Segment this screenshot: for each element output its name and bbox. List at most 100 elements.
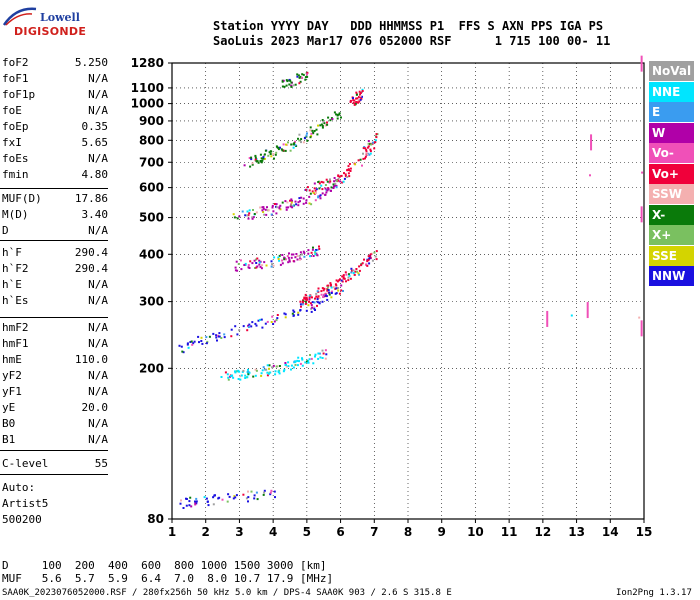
echo-point <box>318 301 321 304</box>
echo-point <box>275 212 278 215</box>
echo-point <box>347 165 350 168</box>
echo-point <box>328 291 331 294</box>
echo-point <box>321 300 324 303</box>
echo-point <box>322 289 325 292</box>
echo-point <box>330 296 333 299</box>
echo-point <box>298 139 301 142</box>
echo-point <box>301 357 303 360</box>
param-row: fmin 4.80 <box>2 168 108 182</box>
echo-point <box>276 317 279 320</box>
echo-point <box>220 376 223 378</box>
y-tick-label: 400 <box>139 247 164 261</box>
echo-point <box>278 372 281 375</box>
echo-point <box>276 314 279 316</box>
echo-point <box>341 275 344 278</box>
echo-point <box>277 370 280 373</box>
echo-point <box>313 182 316 185</box>
echo-point <box>267 372 270 375</box>
echo-point <box>291 199 293 202</box>
x-tick-label: 3 <box>235 525 243 539</box>
echo-point <box>340 116 342 119</box>
param-label: yF2 <box>2 369 22 382</box>
echo-point <box>279 263 282 266</box>
echo-point <box>198 341 200 344</box>
echo-point <box>371 259 374 262</box>
echo-point <box>359 98 362 101</box>
param-value: 110.0 <box>74 353 108 366</box>
echo-point <box>343 172 345 175</box>
echo-point <box>331 118 334 120</box>
echo-point <box>375 136 378 139</box>
echo-point <box>195 497 198 500</box>
echo-point <box>278 254 281 257</box>
echo-point <box>303 137 306 140</box>
parameter-panel: foF2 5.250 foF1 N/A foF1p N/A foE N/A foEp 0.35 fx… <box>0 0 110 540</box>
echo-point <box>299 303 302 306</box>
echo-point <box>292 204 295 207</box>
echo-point <box>347 169 350 172</box>
echo-point <box>308 296 311 299</box>
echo-point <box>312 132 314 135</box>
echo-point <box>326 298 329 301</box>
param-row: yF2 N/A <box>2 369 108 383</box>
echo-point <box>284 149 287 152</box>
echo-point <box>307 359 310 362</box>
echo-point <box>589 174 591 177</box>
param-divider <box>0 188 108 189</box>
echo-point <box>318 187 321 190</box>
echo-point <box>316 248 319 251</box>
echo-point <box>301 76 304 79</box>
echo-point <box>284 316 287 319</box>
echo-point <box>287 141 289 144</box>
echo-point <box>344 173 347 176</box>
echo-point <box>279 204 282 207</box>
echo-point <box>312 362 315 365</box>
echo-point <box>190 505 193 508</box>
echo-point <box>299 80 302 83</box>
x-tick-label: 11 <box>501 525 518 539</box>
echo-point <box>348 163 351 165</box>
echo-point <box>261 369 264 372</box>
echo-point <box>365 263 368 266</box>
param-value: 20.0 <box>81 401 109 414</box>
echo-point <box>289 79 292 82</box>
param-row: h`F 290.4 <box>2 246 108 260</box>
echo-point <box>301 358 304 361</box>
echo-point <box>207 504 210 507</box>
echo-point <box>324 349 327 352</box>
echo-point <box>362 152 364 155</box>
echo-point <box>287 261 290 264</box>
echo-point <box>274 373 277 376</box>
echo-point <box>244 374 247 377</box>
echo-point <box>367 255 370 258</box>
echo-point <box>369 253 372 256</box>
echo-point <box>221 498 224 501</box>
echo-point <box>242 325 245 328</box>
echo-point <box>246 376 249 379</box>
echo-point <box>367 142 370 145</box>
echo-point <box>301 300 304 303</box>
echo-point <box>352 272 355 274</box>
echo-point <box>273 320 276 323</box>
param-value: 17.86 <box>74 192 108 205</box>
echo-point <box>371 141 374 144</box>
echo-point <box>201 342 204 345</box>
y-tick-label: 800 <box>139 133 164 147</box>
echo-point <box>289 205 292 208</box>
logo-swoosh-icon <box>2 7 37 26</box>
echo-point <box>284 313 287 316</box>
echo-point <box>302 250 305 253</box>
echo-point <box>292 314 295 317</box>
param-label: foF1 <box>2 72 29 85</box>
echo-point <box>338 175 341 178</box>
echo-point <box>242 369 245 372</box>
echo-point <box>338 279 341 282</box>
echo-point <box>247 368 249 371</box>
echo-point <box>310 304 313 307</box>
echo-point <box>188 504 191 507</box>
echo-point <box>260 374 263 377</box>
echo-point <box>263 153 266 156</box>
param-row: hmF1 N/A <box>2 337 108 351</box>
echo-point <box>320 123 323 126</box>
echo-point <box>318 182 321 185</box>
